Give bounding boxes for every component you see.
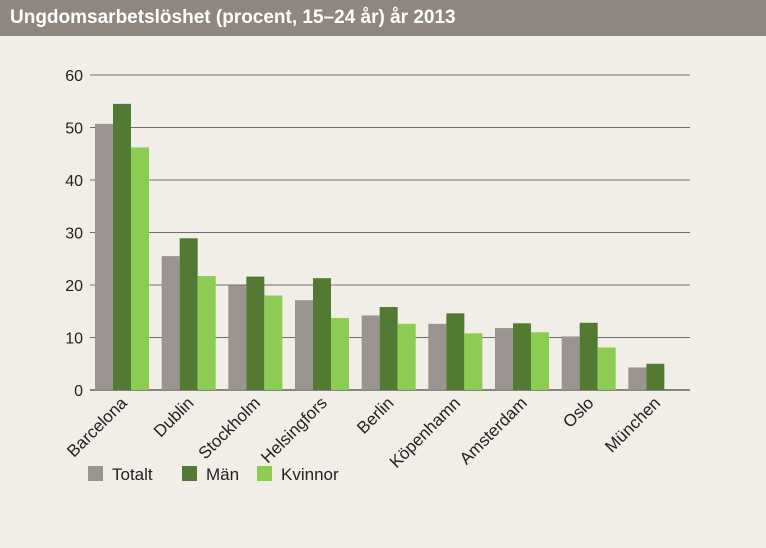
- y-tick-label: 20: [65, 278, 83, 295]
- y-tick-label: 10: [65, 331, 83, 348]
- legend: Totalt Män Kvinnor: [88, 465, 339, 484]
- bars: [95, 103, 665, 390]
- bar-kvinnor-stockholm: [264, 295, 283, 390]
- bar-män-münchen: [646, 363, 665, 390]
- x-tick-label: Helsingfors: [257, 393, 331, 467]
- bar-totalt-barcelona: [95, 123, 113, 390]
- bar-män-köpenhamn: [446, 313, 465, 390]
- bar-totalt-dublin: [161, 256, 180, 390]
- bar-kvinnor-barcelona: [131, 147, 149, 390]
- bar-totalt-münchen: [628, 367, 647, 390]
- bar-kvinnor-oslo: [597, 347, 616, 390]
- legend-label-män: Män: [206, 465, 239, 484]
- bar-män-helsingfors: [313, 278, 331, 390]
- legend-swatch-män: [182, 466, 197, 481]
- bar-kvinnor-köpenhamn: [464, 333, 483, 390]
- x-tick-label: Amsterdam: [456, 393, 531, 468]
- bar-män-oslo: [579, 322, 598, 390]
- legend-label-totalt: Totalt: [112, 465, 153, 484]
- y-tick-label: 0: [74, 383, 83, 400]
- x-tick-label: Köpenhamn: [386, 393, 464, 471]
- y-tick-label: 60: [65, 68, 83, 85]
- y-tick-label: 50: [65, 121, 83, 138]
- legend-label-kvinnor: Kvinnor: [281, 465, 339, 484]
- x-tick-label: Dublin: [150, 393, 198, 441]
- bar-män-dublin: [179, 238, 198, 390]
- x-tick-label: Stockholm: [195, 393, 265, 463]
- bar-chart: 0 10 20 30 40 50 60 Barcelona DublinStockholmHel…: [63, 68, 690, 484]
- x-tick-label: München: [601, 393, 664, 456]
- chart-title: Ungdomsarbetslöshet (procent, 15–24 år) …: [10, 7, 456, 28]
- x-tick-label: Oslo: [559, 393, 597, 431]
- bar-totalt-stockholm: [228, 285, 247, 390]
- legend-swatch-kvinnor: [257, 466, 272, 481]
- axes: 0 10 20 30 40 50 60 Barcelona DublinStockholmHel…: [63, 68, 664, 472]
- bar-totalt-helsingfors: [295, 300, 313, 390]
- bar-totalt-köpenhamn: [428, 323, 447, 390]
- bar-män-stockholm: [246, 276, 265, 390]
- bar-totalt-berlin: [361, 315, 380, 390]
- chart-header: Ungdomsarbetslöshet (procent, 15–24 år) …: [0, 0, 766, 36]
- bar-kvinnor-amsterdam: [531, 332, 549, 390]
- y-tick-label: 40: [65, 173, 83, 190]
- bar-män-berlin: [379, 307, 398, 390]
- y-tick-label: 30: [65, 226, 83, 243]
- bar-kvinnor-helsingfors: [331, 318, 349, 390]
- bar-totalt-amsterdam: [495, 328, 513, 390]
- bar-kvinnor-berlin: [397, 323, 416, 390]
- bar-kvinnor-dublin: [197, 276, 216, 390]
- legend-swatch-totalt: [88, 466, 103, 481]
- x-tick-label: Berlin: [353, 393, 397, 437]
- bar-totalt-oslo: [561, 336, 580, 390]
- bar-män-amsterdam: [513, 323, 531, 390]
- bar-män-barcelona: [113, 103, 131, 390]
- x-tick-label: Barcelona: [63, 393, 131, 461]
